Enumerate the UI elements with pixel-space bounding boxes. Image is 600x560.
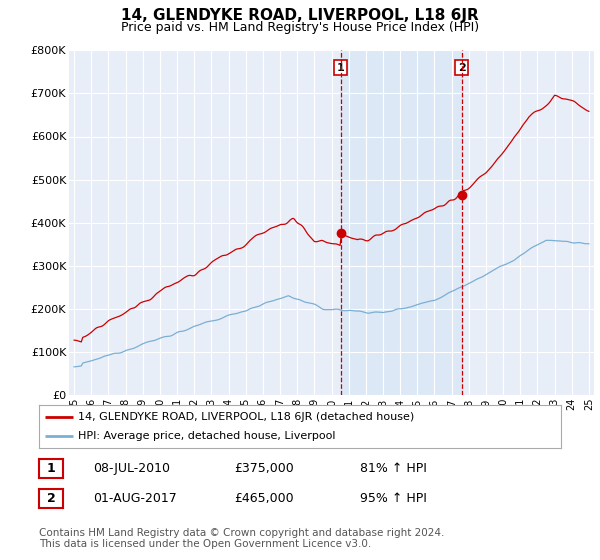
Text: HPI: Average price, detached house, Liverpool: HPI: Average price, detached house, Live… [78,431,335,441]
Text: 81% ↑ HPI: 81% ↑ HPI [360,462,427,475]
Text: Contains HM Land Registry data © Crown copyright and database right 2024.
This d: Contains HM Land Registry data © Crown c… [39,528,445,549]
Bar [341,50,461,395]
Text: 14, GLENDYKE ROAD, LIVERPOOL, L18 6JR: 14, GLENDYKE ROAD, LIVERPOOL, L18 6JR [121,8,479,24]
Text: 01-AUG-2017: 01-AUG-2017 [93,492,177,505]
Text: 1: 1 [47,462,55,475]
Text: 2: 2 [47,492,55,505]
Text: 08-JUL-2010: 08-JUL-2010 [93,462,170,475]
Text: 1: 1 [337,63,344,73]
Text: £465,000: £465,000 [234,492,293,505]
Text: £375,000: £375,000 [234,462,294,475]
Text: Price paid vs. HM Land Registry's House Price Index (HPI): Price paid vs. HM Land Registry's House … [121,21,479,34]
Text: 14, GLENDYKE ROAD, LIVERPOOL, L18 6JR (detached house): 14, GLENDYKE ROAD, LIVERPOOL, L18 6JR (d… [78,412,415,422]
Text: 2: 2 [458,63,466,73]
Text: 95% ↑ HPI: 95% ↑ HPI [360,492,427,505]
